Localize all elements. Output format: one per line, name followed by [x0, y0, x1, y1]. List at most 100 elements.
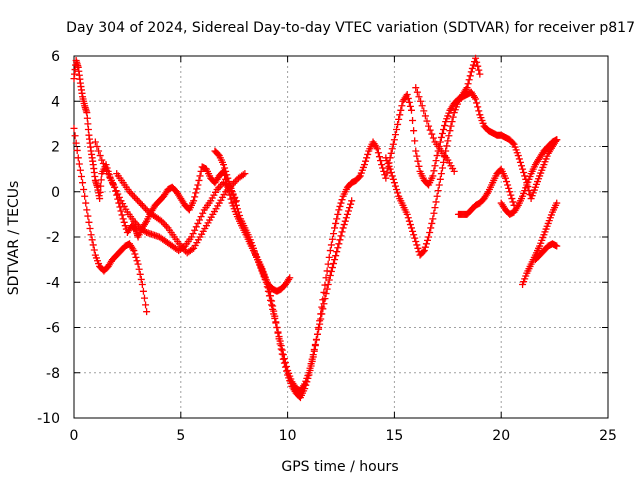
data-point	[272, 319, 280, 327]
data-point	[117, 207, 125, 215]
data-point	[321, 295, 329, 303]
data-point	[75, 160, 83, 168]
data-point	[474, 62, 482, 70]
data-point	[433, 192, 441, 200]
data-point	[223, 171, 231, 179]
chart-title: Day 304 of 2024, Sidereal Day-to-day VTE…	[66, 20, 635, 36]
data-point	[79, 179, 87, 187]
data-point	[227, 184, 235, 192]
data-point	[338, 228, 346, 236]
data-point	[307, 360, 315, 368]
data-point	[395, 115, 403, 123]
data-point	[111, 183, 119, 191]
data-point	[241, 170, 249, 178]
data-point	[324, 281, 332, 289]
series-3	[113, 170, 249, 257]
data-point	[334, 244, 342, 252]
data-point	[509, 139, 517, 147]
data-point	[405, 98, 413, 106]
data-point	[194, 219, 202, 227]
data-point	[327, 241, 335, 249]
data-point	[443, 142, 451, 150]
data-point	[362, 157, 370, 165]
data-point	[420, 247, 428, 255]
data-point	[406, 221, 414, 229]
y-tick-label: 6	[51, 49, 60, 65]
data-point	[228, 188, 236, 196]
data-point	[446, 127, 454, 135]
data-point	[346, 204, 354, 212]
data-point	[83, 206, 91, 214]
data-point	[473, 99, 481, 107]
data-point	[335, 206, 343, 214]
data-point	[553, 242, 561, 250]
data-point	[312, 335, 320, 343]
data-point	[139, 287, 147, 295]
data-point	[424, 236, 432, 244]
series-5	[252, 251, 294, 295]
data-point	[97, 182, 105, 190]
data-point	[191, 193, 199, 201]
data-point	[519, 165, 527, 173]
data-point	[343, 210, 351, 218]
data-point	[87, 231, 95, 239]
data-point	[476, 70, 484, 78]
data-point	[335, 240, 343, 248]
data-point	[412, 238, 420, 246]
data-point	[423, 117, 431, 125]
data-point	[429, 172, 437, 180]
data-point	[441, 122, 449, 130]
data-point	[412, 147, 420, 155]
data-point	[106, 173, 114, 181]
data-point	[333, 248, 341, 256]
y-tick-label: 2	[51, 140, 60, 156]
data-point	[437, 170, 445, 178]
data-point	[281, 359, 289, 367]
data-point	[440, 158, 448, 166]
data-point	[463, 84, 471, 92]
data-point	[438, 164, 446, 172]
data-point	[96, 195, 104, 203]
data-point	[435, 181, 443, 189]
data-point	[429, 215, 437, 223]
series-8	[454, 165, 518, 218]
data-point	[318, 310, 326, 318]
data-point	[467, 68, 475, 76]
data-point	[195, 176, 203, 184]
data-point	[134, 260, 142, 268]
data-point	[135, 265, 143, 273]
data-point	[273, 324, 281, 331]
data-point	[415, 93, 423, 101]
data-point	[73, 146, 81, 154]
series-1	[70, 124, 151, 316]
data-point	[142, 301, 150, 309]
data-point	[279, 351, 287, 359]
data-point	[516, 158, 524, 166]
data-point	[323, 285, 331, 293]
data-point	[264, 287, 272, 295]
data-point	[328, 235, 336, 243]
data-point	[330, 260, 338, 268]
data-point	[447, 122, 455, 130]
data-point	[267, 296, 275, 304]
data-point	[325, 253, 333, 261]
data-point	[387, 169, 395, 177]
x-axis-ticks: 0 5 10 15 20 25	[70, 56, 617, 444]
data-point	[86, 225, 94, 233]
data-point	[326, 247, 334, 255]
data-point	[398, 102, 406, 110]
data-point	[274, 328, 282, 336]
data-point	[195, 216, 203, 224]
data-point	[428, 219, 436, 227]
data-point	[388, 172, 396, 180]
data-point	[333, 215, 341, 223]
data-point	[419, 248, 427, 256]
data-point	[430, 167, 438, 175]
data-point	[278, 346, 286, 354]
data-point	[553, 199, 561, 207]
x-tick-label: 25	[599, 428, 617, 444]
data-point	[394, 189, 402, 197]
data-point	[465, 76, 473, 84]
data-point	[118, 211, 126, 219]
